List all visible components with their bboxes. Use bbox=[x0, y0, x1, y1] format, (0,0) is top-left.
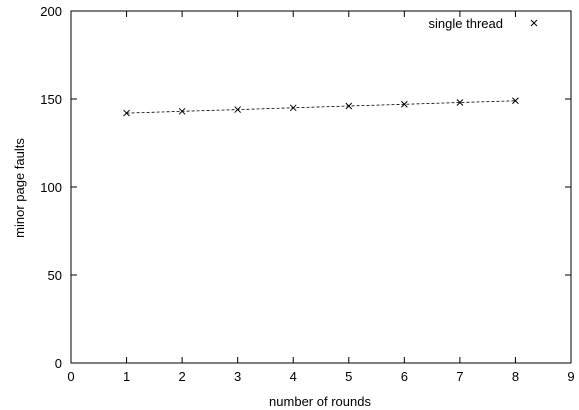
x-tick-label: 4 bbox=[290, 369, 297, 384]
data-point-marker bbox=[512, 97, 519, 105]
series-line-group bbox=[126, 100, 516, 114]
data-point-marker bbox=[289, 104, 297, 112]
marker-stroke bbox=[345, 102, 353, 110]
x-tick-label: 5 bbox=[345, 369, 352, 384]
y-tick-label: 0 bbox=[55, 356, 62, 371]
y-axis-label: minor page faults bbox=[12, 138, 27, 238]
data-point-marker bbox=[400, 100, 408, 108]
legend: single thread bbox=[429, 16, 538, 31]
x-tick-label: 9 bbox=[567, 369, 574, 384]
x-axis-label: number of rounds bbox=[269, 394, 371, 409]
y-tick-label: 50 bbox=[48, 268, 62, 283]
marker-stroke bbox=[123, 109, 130, 117]
y-tick-label: 150 bbox=[40, 92, 62, 107]
series-line bbox=[126, 100, 516, 114]
marker-stroke bbox=[178, 107, 186, 115]
marker-stroke bbox=[234, 106, 242, 113]
data-point-marker bbox=[234, 106, 242, 113]
x-tick-label: 8 bbox=[512, 369, 519, 384]
y-tick-label: 200 bbox=[40, 4, 62, 19]
x-ticks: 0 1 2 3 4 5 6 7 8 9 bbox=[67, 11, 575, 384]
x-tick-label: 3 bbox=[234, 369, 241, 384]
x-tick-label: 0 bbox=[67, 369, 74, 384]
y-ticks: 0 50 100 150 200 bbox=[40, 4, 571, 371]
data-point-marker bbox=[123, 109, 130, 117]
marker-stroke bbox=[456, 99, 464, 106]
legend-label: single thread bbox=[429, 16, 503, 31]
y-tick-label: 100 bbox=[40, 180, 62, 195]
marker-stroke bbox=[289, 104, 297, 112]
marker-stroke bbox=[400, 100, 408, 108]
series-markers-group bbox=[123, 97, 519, 117]
x-tick-label: 2 bbox=[178, 369, 185, 384]
x-tick-label: 1 bbox=[123, 369, 130, 384]
x-tick-label: 6 bbox=[401, 369, 408, 384]
marker-stroke bbox=[530, 19, 538, 27]
x-tick-label: 7 bbox=[456, 369, 463, 384]
data-point-marker bbox=[456, 99, 464, 106]
data-point-marker bbox=[345, 102, 353, 110]
data-point-marker bbox=[178, 107, 186, 115]
marker-stroke bbox=[512, 97, 519, 105]
plot-frame-group bbox=[70, 10, 572, 364]
legend-marker bbox=[530, 19, 538, 27]
plot-frame bbox=[70, 10, 572, 364]
